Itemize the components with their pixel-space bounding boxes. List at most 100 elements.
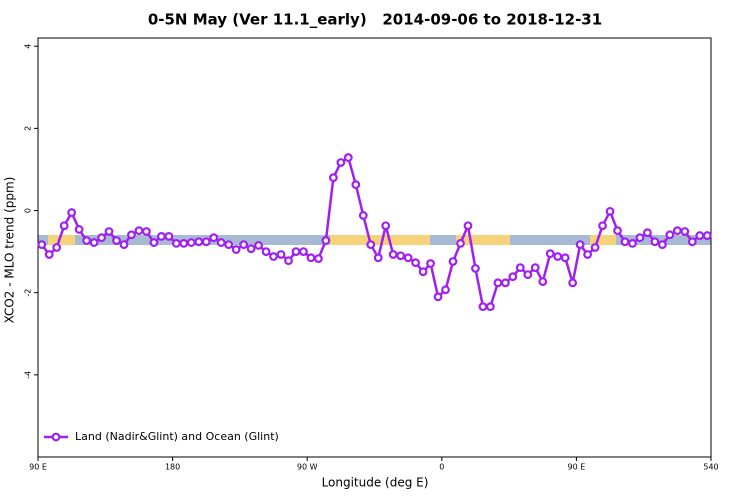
x-tick-label: 90 W [297,463,318,472]
data-point [366,240,376,250]
data-point [590,243,600,252]
data-point [426,259,435,268]
data-point [403,253,413,263]
data-point [620,237,630,247]
data-point [545,249,555,259]
data-point [74,225,84,234]
data-point [672,226,682,236]
data-point [695,231,705,240]
data-point [261,247,271,257]
data-point [164,232,174,241]
surface-band [38,235,711,245]
x-tick-label: 540 [703,463,718,472]
data-point [246,244,256,254]
data-point [179,238,189,248]
data-point [142,227,151,236]
band-land [330,235,430,245]
x-tick-label: 90 E [29,463,47,472]
band-land [456,235,510,245]
data-point [650,237,660,247]
data-point [127,230,136,240]
data-point [276,250,286,259]
data-point [119,240,129,250]
data-point [575,240,585,250]
data-point [657,240,667,250]
data-point [134,226,144,236]
data-point [306,253,316,263]
data-point [321,236,331,245]
data-point [156,232,166,241]
data-point [239,240,249,250]
data-point [59,221,69,231]
data-point [269,252,278,261]
y-tick-label: 0 [24,208,33,213]
data-point [538,277,548,286]
y-tick-label: -2 [24,289,33,297]
data-point [605,206,615,216]
data-point [254,241,263,250]
data-point [201,237,211,247]
data-point [52,243,62,252]
data-point [358,211,368,220]
data-point [373,253,383,263]
data-point [37,240,47,250]
data-point [680,227,690,236]
data-point [411,258,421,268]
data-point [82,236,92,245]
data-point [97,233,106,243]
band-land [48,235,75,245]
data-point [89,238,99,247]
x-tick-label: 90 E [568,463,586,472]
data-point [396,251,406,261]
data-point [448,257,458,266]
data-point [628,238,637,248]
legend-marker [51,432,61,442]
data-point [112,236,121,245]
data-point [598,221,607,231]
data-point [388,250,398,259]
data-point [171,238,181,248]
data-point [500,278,510,288]
data-point [314,254,323,263]
data-point [418,267,428,277]
data-point [209,233,219,243]
y-tick-label: -4 [24,371,33,379]
data-point [104,227,114,236]
data-point [231,245,241,254]
chart-title: 0-5N May (Ver 11.1_early) 2014-09-06 to … [148,11,602,29]
data-point [613,226,622,236]
data-point [665,230,675,240]
data-point [328,173,338,183]
data-point [351,180,361,190]
data-point [441,285,450,295]
data-point [523,270,533,280]
data-point [149,238,159,247]
data-point [471,264,480,273]
data-point [284,256,293,266]
data-point [515,263,525,273]
data-point [493,278,503,288]
data-point [194,237,204,247]
data-point [508,272,518,282]
legend-label: Land (Nadir&Glint) and Ocean (Glint) [75,430,279,443]
data-point [186,238,196,247]
data-point [687,237,697,247]
band-land [590,235,616,245]
data-point [433,292,443,302]
y-axis-label: XCO2 - MLO trend (ppm) [3,177,17,324]
y-tick-label: 4 [24,44,33,49]
data-point [336,158,346,167]
y-tick-label: 2 [24,126,33,131]
data-point [560,253,570,263]
data-point [643,228,652,238]
data-point [216,238,226,247]
data-point [44,250,54,259]
data-point [486,302,495,312]
x-axis-label: Longitude (deg E) [322,476,429,490]
data-point [463,221,473,231]
x-tick-label: 180 [165,463,180,472]
data-point [702,231,712,240]
data-point [456,238,465,248]
